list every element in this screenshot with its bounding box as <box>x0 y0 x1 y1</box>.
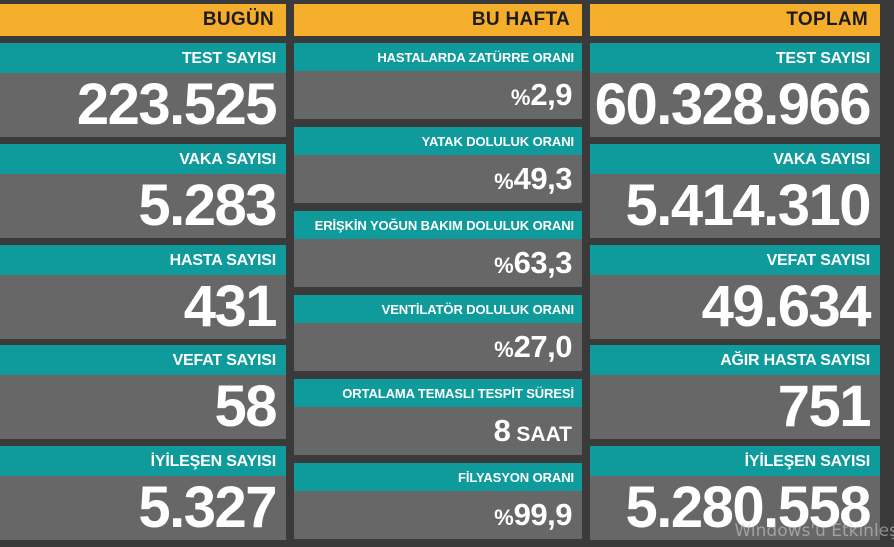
column-bu-hafta: BU HAFTA HASTALARDA ZATÜRRE ORANI %2,9 Y… <box>294 0 582 539</box>
label: TEST SAYISI <box>0 43 286 73</box>
value: 5.280.558 <box>590 476 880 540</box>
label: HASTALARDA ZATÜRRE ORANI <box>294 43 582 71</box>
percent-sign: % <box>494 505 514 530</box>
card-hasta-sayisi-today: HASTA SAYISI 431 <box>0 245 286 339</box>
percent-sign: % <box>494 253 514 278</box>
card-iyilesen-sayisi-today: İYİLEŞEN SAYISI 5.327 <box>0 446 286 540</box>
label: FİLYASYON ORANI <box>294 463 582 491</box>
number: 49,3 <box>513 161 573 196</box>
value: 5.327 <box>0 476 286 540</box>
number: 27,0 <box>513 329 573 364</box>
number: 8 <box>493 413 511 448</box>
label: İYİLEŞEN SAYISI <box>0 446 286 476</box>
label: ORTALAMA TEMASLI TESPİT SÜRESİ <box>294 379 582 407</box>
card-iyilesen-sayisi-total: İYİLEŞEN SAYISI 5.280.558 <box>590 446 880 540</box>
label: VENTİLATÖR DOLULUK ORANI <box>294 295 582 323</box>
label: VEFAT SAYISI <box>0 345 286 375</box>
percent-sign: % <box>510 85 531 110</box>
value: %63,3 <box>294 239 582 287</box>
label: TEST SAYISI <box>590 43 880 73</box>
header-toplam: TOPLAM <box>590 4 880 36</box>
value: 431 <box>0 275 286 339</box>
value: 5.283 <box>0 174 286 238</box>
header-bu-hafta: BU HAFTA <box>294 4 582 36</box>
card-zaturre-orani: HASTALARDA ZATÜRRE ORANI %2,9 <box>294 43 582 119</box>
number: 99,9 <box>513 497 573 532</box>
value: 49.634 <box>590 275 880 339</box>
value: 5.414.310 <box>590 174 880 238</box>
value: 58 <box>0 375 286 439</box>
value: %2,9 <box>294 71 582 119</box>
value: %49,3 <box>294 155 582 203</box>
card-vaka-sayisi-total: VAKA SAYISI 5.414.310 <box>590 144 880 238</box>
number: 63,3 <box>513 245 573 280</box>
column-toplam: TOPLAM TEST SAYISI 60.328.966 VAKA SAYIS… <box>590 0 880 540</box>
card-test-sayisi-total: TEST SAYISI 60.328.966 <box>590 43 880 137</box>
label: ERİŞKİN YOĞUN BAKIM DOLULUK ORANI <box>294 211 582 239</box>
label: VAKA SAYISI <box>590 144 880 174</box>
label: AĞIR HASTA SAYISI <box>590 345 880 375</box>
value: %99,9 <box>294 491 582 539</box>
card-vefat-sayisi-today: VEFAT SAYISI 58 <box>0 345 286 439</box>
percent-sign: % <box>494 169 514 194</box>
value: 8 SAAT <box>294 407 582 455</box>
label: VAKA SAYISI <box>0 144 286 174</box>
label: HASTA SAYISI <box>0 245 286 275</box>
header-bugun: BUGÜN <box>0 4 286 36</box>
number: 2,9 <box>530 77 572 112</box>
card-filyasyon-orani: FİLYASYON ORANI %99,9 <box>294 463 582 539</box>
windows-activation-watermark: Windows'u Etkinleş <box>734 521 894 541</box>
column-bugun: BUGÜN TEST SAYISI 223.525 VAKA SAYISI 5.… <box>0 0 286 540</box>
unit: SAAT <box>516 423 572 446</box>
value: 751 <box>590 375 880 439</box>
card-yatak-doluluk-orani: YATAK DOLULUK ORANI %49,3 <box>294 127 582 203</box>
label: İYİLEŞEN SAYISI <box>590 446 880 476</box>
value: 60.328.966 <box>590 73 880 137</box>
card-ventilator-doluluk-orani: VENTİLATÖR DOLULUK ORANI %27,0 <box>294 295 582 371</box>
card-vefat-sayisi-total: VEFAT SAYISI 49.634 <box>590 245 880 339</box>
value: 223.525 <box>0 73 286 137</box>
label: YATAK DOLULUK ORANI <box>294 127 582 155</box>
card-yogun-bakim-doluluk-orani: ERİŞKİN YOĞUN BAKIM DOLULUK ORANI %63,3 <box>294 211 582 287</box>
percent-sign: % <box>494 337 514 362</box>
value: %27,0 <box>294 323 582 371</box>
label: VEFAT SAYISI <box>590 245 880 275</box>
card-test-sayisi-today: TEST SAYISI 223.525 <box>0 43 286 137</box>
card-temasli-tespit-suresi: ORTALAMA TEMASLI TESPİT SÜRESİ 8 SAAT <box>294 379 582 455</box>
card-agir-hasta-sayisi-total: AĞIR HASTA SAYISI 751 <box>590 345 880 439</box>
card-vaka-sayisi-today: VAKA SAYISI 5.283 <box>0 144 286 238</box>
